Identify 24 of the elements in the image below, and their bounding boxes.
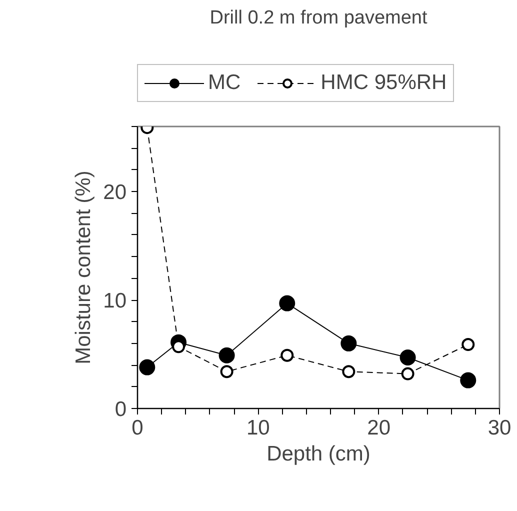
- x-tick-label: 20: [367, 416, 391, 440]
- point: [172, 340, 186, 354]
- point: [218, 347, 235, 364]
- point: [400, 350, 416, 366]
- point: [401, 367, 414, 380]
- point: [220, 365, 234, 378]
- point: [462, 338, 475, 351]
- y-tick-label: 20: [103, 181, 126, 204]
- chart-title: Drill 0.2 m from pavement: [210, 8, 428, 28]
- point: [280, 348, 294, 362]
- y-tick-label: 10: [103, 290, 126, 313]
- legend-label: MC: [208, 71, 241, 95]
- point: [279, 295, 296, 312]
- point: [340, 335, 357, 352]
- point: [342, 365, 356, 378]
- x-tick-label: 30: [488, 416, 512, 440]
- legend-label: HMC 95%RH: [320, 71, 447, 95]
- x-axis-title: Depth (cm): [266, 442, 370, 466]
- point: [139, 359, 156, 376]
- x-tick-label: 0: [132, 416, 144, 440]
- x-tick-label: 10: [246, 416, 270, 440]
- y-axis-title: Moisture content (%): [72, 170, 96, 364]
- point: [460, 372, 476, 388]
- y-tick-label: 0: [114, 398, 127, 421]
